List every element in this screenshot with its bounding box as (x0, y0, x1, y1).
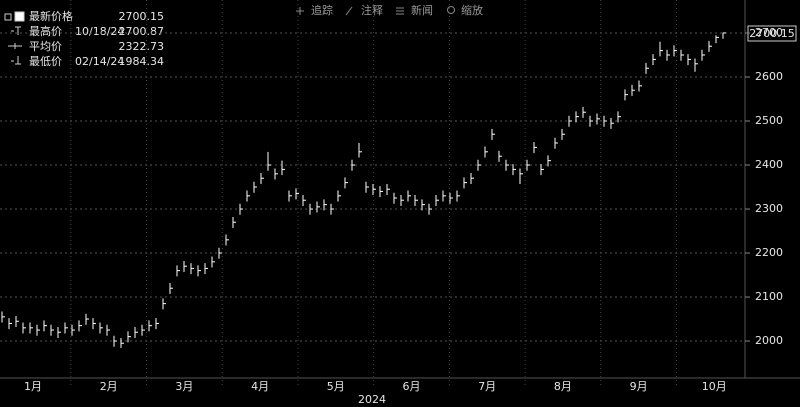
x-tick-label: 9月 (630, 380, 648, 393)
toolbar-icons (296, 6, 455, 16)
legend-label: 最新价格 (29, 9, 73, 23)
legend-date: 02/14/24 (75, 55, 124, 68)
y-tick-label: 2400 (755, 158, 783, 171)
x-tick-label: 2月 (100, 380, 118, 393)
legend-value: 2322.73 (119, 40, 165, 53)
legend-date: 10/18/24 (75, 25, 124, 38)
y-tick-label: 2500 (755, 114, 783, 127)
x-axis-label: 2024 (358, 393, 386, 406)
last-price-label: 2700.15 (749, 27, 795, 40)
legend-value: 2700.87 (119, 25, 165, 38)
y-tick-label: 2100 (755, 290, 783, 303)
toolbar-button[interactable]: 追踪 (311, 3, 333, 17)
toolbar-button[interactable]: 注释 (361, 3, 383, 17)
legend-label: 最高价 (29, 24, 62, 38)
toolbar-button[interactable]: 缩放 (461, 3, 483, 17)
legend-value: 2700.15 (119, 10, 165, 23)
x-tick-label: 10月 (702, 380, 727, 393)
y-tick-label: 2000 (755, 334, 783, 347)
legend-label: 平均价 (29, 40, 62, 53)
x-tick-label: 3月 (175, 380, 193, 393)
y-tick-label: 2600 (755, 70, 783, 83)
x-tick-label: 7月 (478, 380, 496, 393)
legend-value: 1984.34 (119, 55, 165, 68)
x-tick-label: 1月 (24, 380, 42, 393)
x-tick-label: 5月 (327, 380, 345, 393)
legend-label: 最低价 (29, 55, 62, 68)
y-tick-label: 2700 (755, 26, 783, 39)
x-tick-label: 4月 (251, 380, 269, 393)
toolbar-button[interactable]: 新闻 (411, 3, 433, 17)
legend-icons (4, 11, 25, 65)
y-tick-label: 2200 (755, 246, 783, 259)
x-tick-label: 8月 (554, 380, 572, 393)
y-tick-label: 2300 (755, 202, 783, 215)
x-tick-label: 6月 (403, 380, 421, 393)
